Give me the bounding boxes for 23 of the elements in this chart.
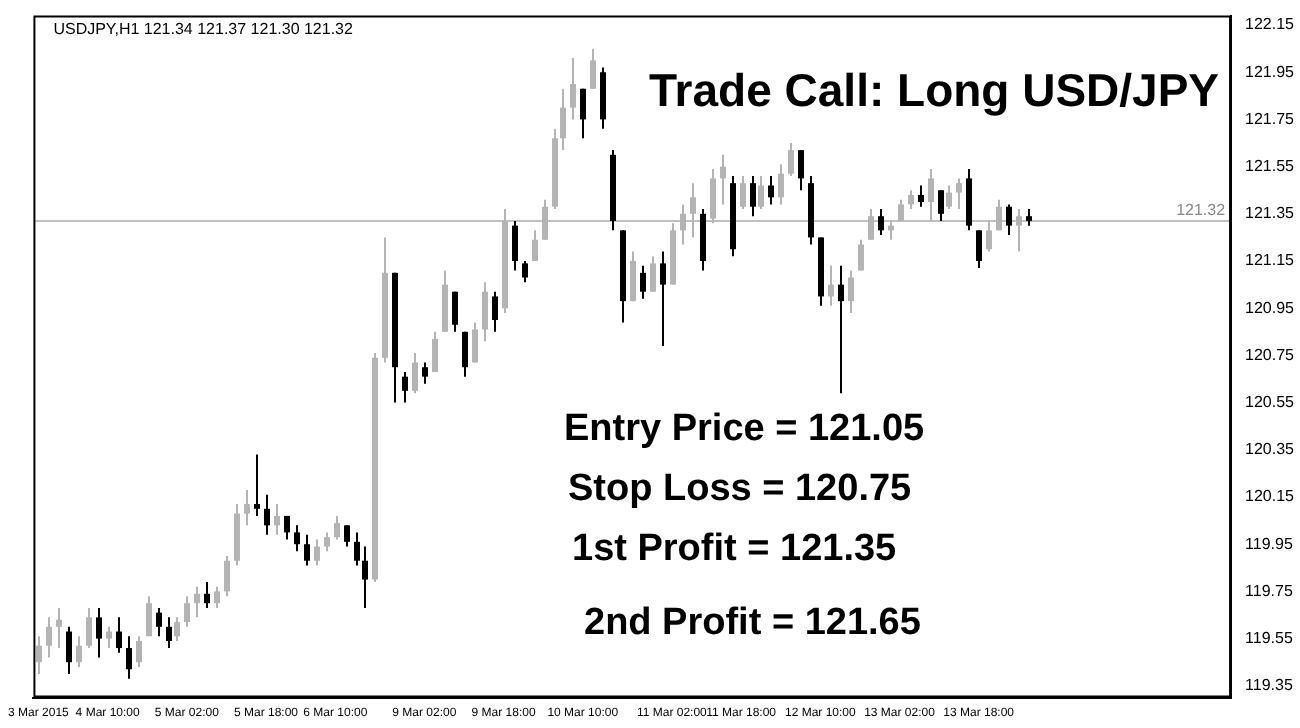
y-tick-label: 122.15 [1245,15,1296,34]
annotation: 2nd Profit = 121.65 [584,602,922,644]
y-tick-label: 120.55 [1245,393,1296,412]
y-tick-label: 121.35 [1245,204,1296,223]
candlestick [254,454,260,516]
y-tick-label: 121.55 [1245,157,1296,176]
text: Trade Call: Long USD/JPY [649,63,1220,116]
y-tick-label: 119.35 [1245,676,1294,695]
annotation: 1st Profit = 121.35 [572,528,898,570]
y-tick-label: 120.15 [1245,487,1296,506]
y-tick-label: 119.75 [1245,581,1294,600]
y-tick-label: 121.75 [1245,109,1296,128]
y-tick-label: 119.55 [1245,629,1294,648]
y-tick-label: 121.95 [1245,62,1296,81]
y-tick-label: 120.75 [1245,345,1296,364]
chart-subtitle: USDJPY,H1 121.34 121.37 121.30 121.32 [53,20,355,39]
annotation: Stop Loss = 120.75 [568,468,913,510]
y-tick-label: 121.15 [1245,251,1296,270]
y-tick-label: 120.95 [1245,298,1296,317]
y-tick-label: 119.95 [1245,534,1294,553]
y-tick-label: 120.35 [1245,440,1296,459]
annotation: Entry Price = 121.05 [564,408,926,450]
ref-line-label: 121.32 [1176,201,1227,220]
